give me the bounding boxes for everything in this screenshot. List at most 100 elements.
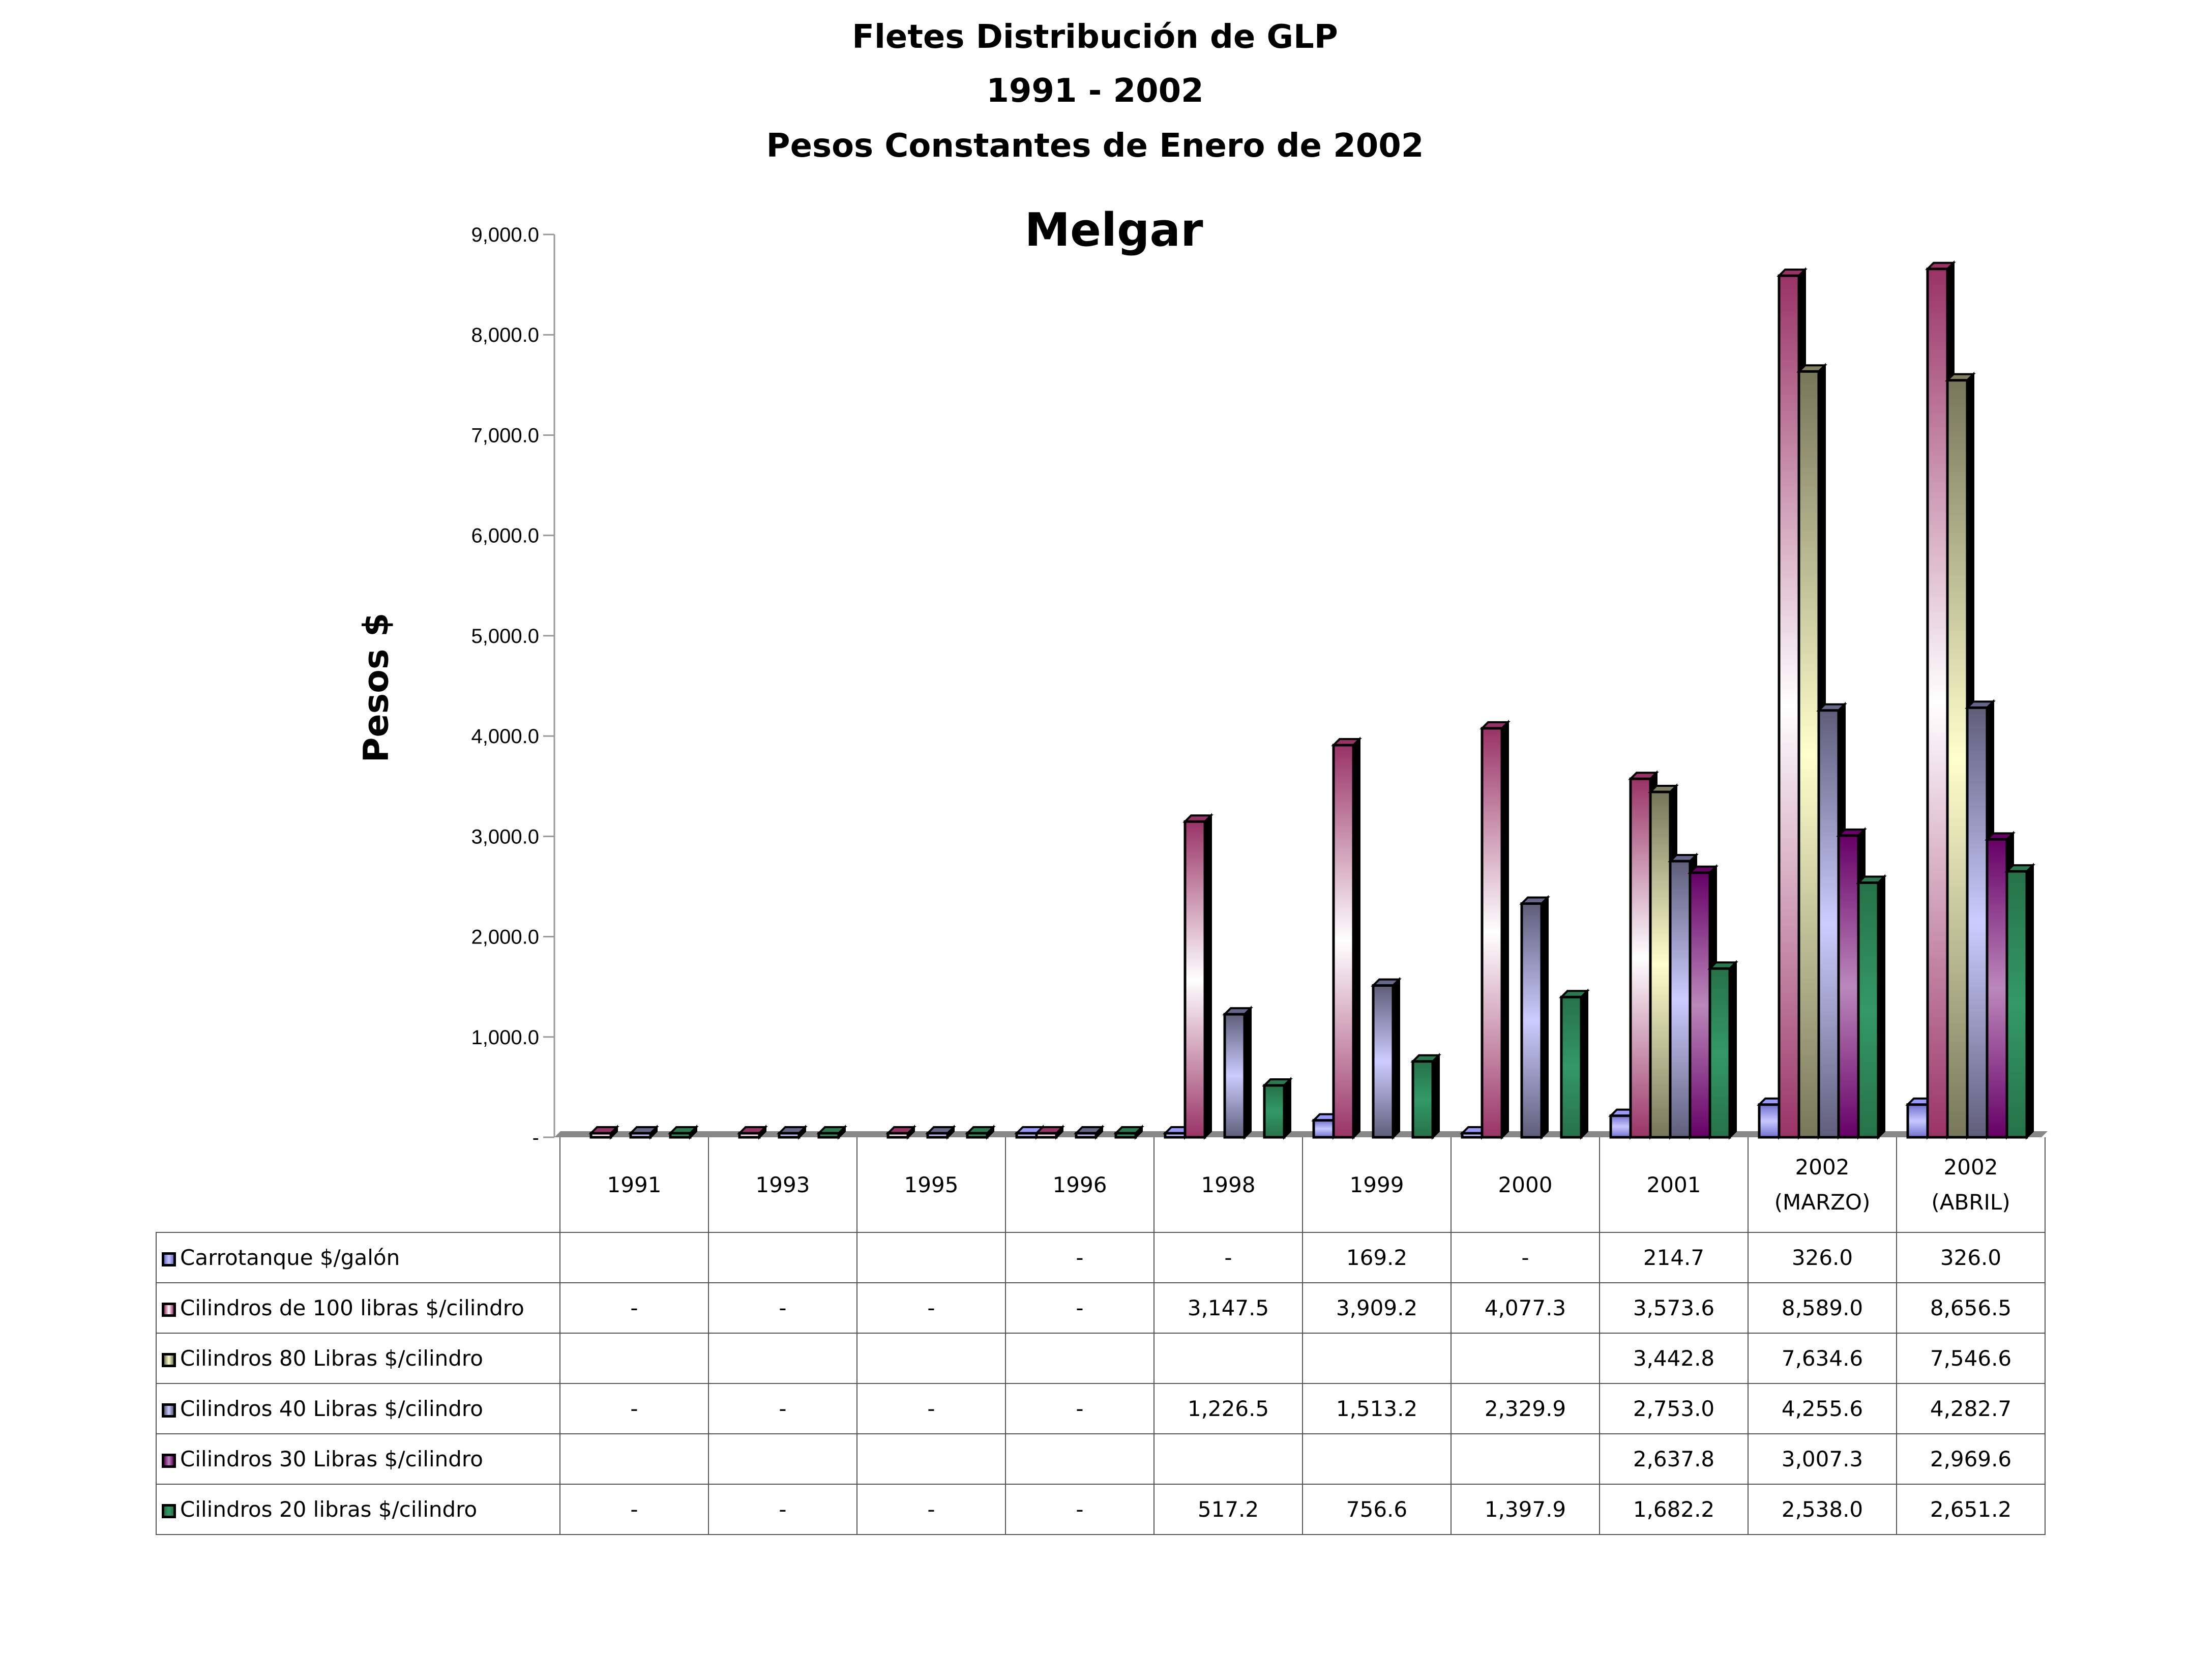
legend-swatch-icon xyxy=(162,1252,176,1266)
data-cell: 8,589.0 xyxy=(1748,1282,1897,1334)
chart-title-line-1: Fletes Distribución de GLP xyxy=(852,18,1338,56)
data-cell: 3,909.2 xyxy=(1302,1282,1452,1334)
category-label-line-1: 1996 xyxy=(1052,1172,1107,1197)
data-cell: 2,329.9 xyxy=(1451,1383,1600,1434)
bar-front xyxy=(1857,881,1880,1139)
bar-front xyxy=(1906,1103,1929,1139)
bar-front xyxy=(2005,870,2028,1139)
bar-front xyxy=(1035,1132,1058,1139)
table-header-row: 1991 1993 1995 1996 1998 1999 2000 2001 2002 (MAR… xyxy=(156,1137,2046,1233)
y-tick-label: 5,000.0 xyxy=(471,625,539,647)
data-cell: - xyxy=(1005,1484,1155,1535)
series-name: Cilindros de 100 libras $/cilindro xyxy=(180,1295,524,1320)
data-cell: - xyxy=(708,1282,857,1334)
data-cell: 326.0 xyxy=(1896,1232,2046,1283)
data-cell: 4,255.6 xyxy=(1748,1383,1897,1434)
data-cell xyxy=(559,1232,709,1283)
bar-front xyxy=(886,1132,909,1139)
bar xyxy=(1262,1077,1293,1140)
data-cell: 4,077.3 xyxy=(1451,1282,1600,1334)
data-cell: 3,573.6 xyxy=(1599,1282,1749,1334)
table-row: Cilindros 30 Libras $/cilindro 2,637.8 3,0… xyxy=(156,1433,2046,1485)
category-label: 1995 xyxy=(856,1137,1006,1233)
bar-front xyxy=(1986,838,2008,1139)
legend-swatch-icon xyxy=(162,1302,176,1317)
bar-front xyxy=(1312,1119,1335,1139)
chart-title-line-2: 1991 - 2002 xyxy=(986,72,1204,110)
data-cell: - xyxy=(559,1484,709,1535)
data-cell: - xyxy=(1451,1232,1600,1283)
data-cell: 4,282.7 xyxy=(1896,1383,2046,1434)
category-label-line-1: 1991 xyxy=(607,1172,662,1197)
bar-front xyxy=(589,1132,612,1139)
data-cell xyxy=(1451,1333,1600,1384)
bar-front xyxy=(1114,1132,1137,1139)
data-table: 1991 1993 1995 1996 1998 1999 2000 2001 2002 (MAR… xyxy=(156,1137,2046,1535)
data-cell xyxy=(856,1433,1006,1485)
category-label: 2001 xyxy=(1599,1137,1749,1233)
bar-front xyxy=(1481,727,1503,1139)
bar xyxy=(965,1125,996,1140)
series-name: Cilindros 80 Libras $/cilindro xyxy=(180,1346,483,1371)
data-cell: 3,147.5 xyxy=(1153,1282,1303,1334)
category-label: 1993 xyxy=(708,1137,857,1233)
data-cell xyxy=(856,1232,1006,1283)
bar xyxy=(628,1125,659,1140)
chart-subtitle: Melgar xyxy=(1024,203,1203,257)
bar xyxy=(925,1125,956,1140)
data-cell: 1,513.2 xyxy=(1302,1383,1452,1434)
data-cell: - xyxy=(856,1383,1006,1434)
legend-swatch-icon xyxy=(162,1403,176,1418)
bar xyxy=(1856,874,1887,1140)
chart-title-line-3: Pesos Constantes de Enero de 2002 xyxy=(766,127,1424,165)
bar-front xyxy=(1817,709,1840,1139)
bar-front xyxy=(629,1132,652,1139)
data-cell: - xyxy=(1005,1282,1155,1334)
legend-entry: Carrotanque $/galón xyxy=(156,1232,560,1283)
data-cell: - xyxy=(1005,1383,1155,1434)
data-cell xyxy=(1153,1433,1303,1485)
bar-front xyxy=(1461,1132,1484,1139)
bar xyxy=(1707,960,1738,1140)
bar xyxy=(816,1125,847,1140)
y-tick-label: 4,000.0 xyxy=(471,725,539,748)
bar xyxy=(1034,1125,1065,1140)
data-cell: - xyxy=(559,1383,709,1434)
bar xyxy=(1410,1052,1441,1140)
bar-front xyxy=(1075,1132,1098,1139)
bar-front xyxy=(1778,274,1800,1139)
data-cell: 1,226.5 xyxy=(1153,1383,1303,1434)
series-name: Carrotanque $/galón xyxy=(180,1245,400,1270)
data-cell xyxy=(1451,1433,1600,1485)
data-cell: 326.0 xyxy=(1748,1232,1897,1283)
data-cell xyxy=(708,1333,857,1384)
legend-swatch-icon xyxy=(162,1453,176,1468)
y-tick-label: 9,000.0 xyxy=(471,224,539,246)
bar-front xyxy=(1649,790,1672,1139)
data-cell: - xyxy=(708,1383,857,1434)
category-label: 2000 xyxy=(1451,1137,1600,1233)
table-row: Carrotanque $/galón - -169.2-214.7 326.0 326… xyxy=(156,1232,2046,1283)
data-cell: - xyxy=(1005,1232,1155,1283)
bar-front xyxy=(1372,984,1395,1139)
data-cell xyxy=(708,1232,857,1283)
data-cell: 2,637.8 xyxy=(1599,1433,1749,1485)
bar xyxy=(668,1125,699,1140)
category-label-line-1: 1999 xyxy=(1349,1172,1404,1197)
bar-front xyxy=(1520,902,1543,1139)
bar xyxy=(1113,1125,1144,1140)
category-label-line-1: 1995 xyxy=(904,1172,959,1197)
data-cell: 7,634.6 xyxy=(1748,1333,1897,1384)
table-row: Cilindros 80 Libras $/cilindro 3,442.8 7,6… xyxy=(156,1333,2046,1384)
bar xyxy=(1371,977,1402,1140)
data-cell xyxy=(856,1333,1006,1384)
bar-front xyxy=(778,1132,801,1139)
data-cell: 3,442.8 xyxy=(1599,1333,1749,1384)
bar xyxy=(1182,813,1214,1140)
legend-entry: Cilindros 20 libras $/cilindro xyxy=(156,1484,560,1535)
bar-front xyxy=(926,1132,949,1139)
category-label: 1998 xyxy=(1153,1137,1303,1233)
bar-front xyxy=(1797,370,1820,1139)
data-cell: - xyxy=(856,1282,1006,1334)
bar xyxy=(588,1125,619,1140)
